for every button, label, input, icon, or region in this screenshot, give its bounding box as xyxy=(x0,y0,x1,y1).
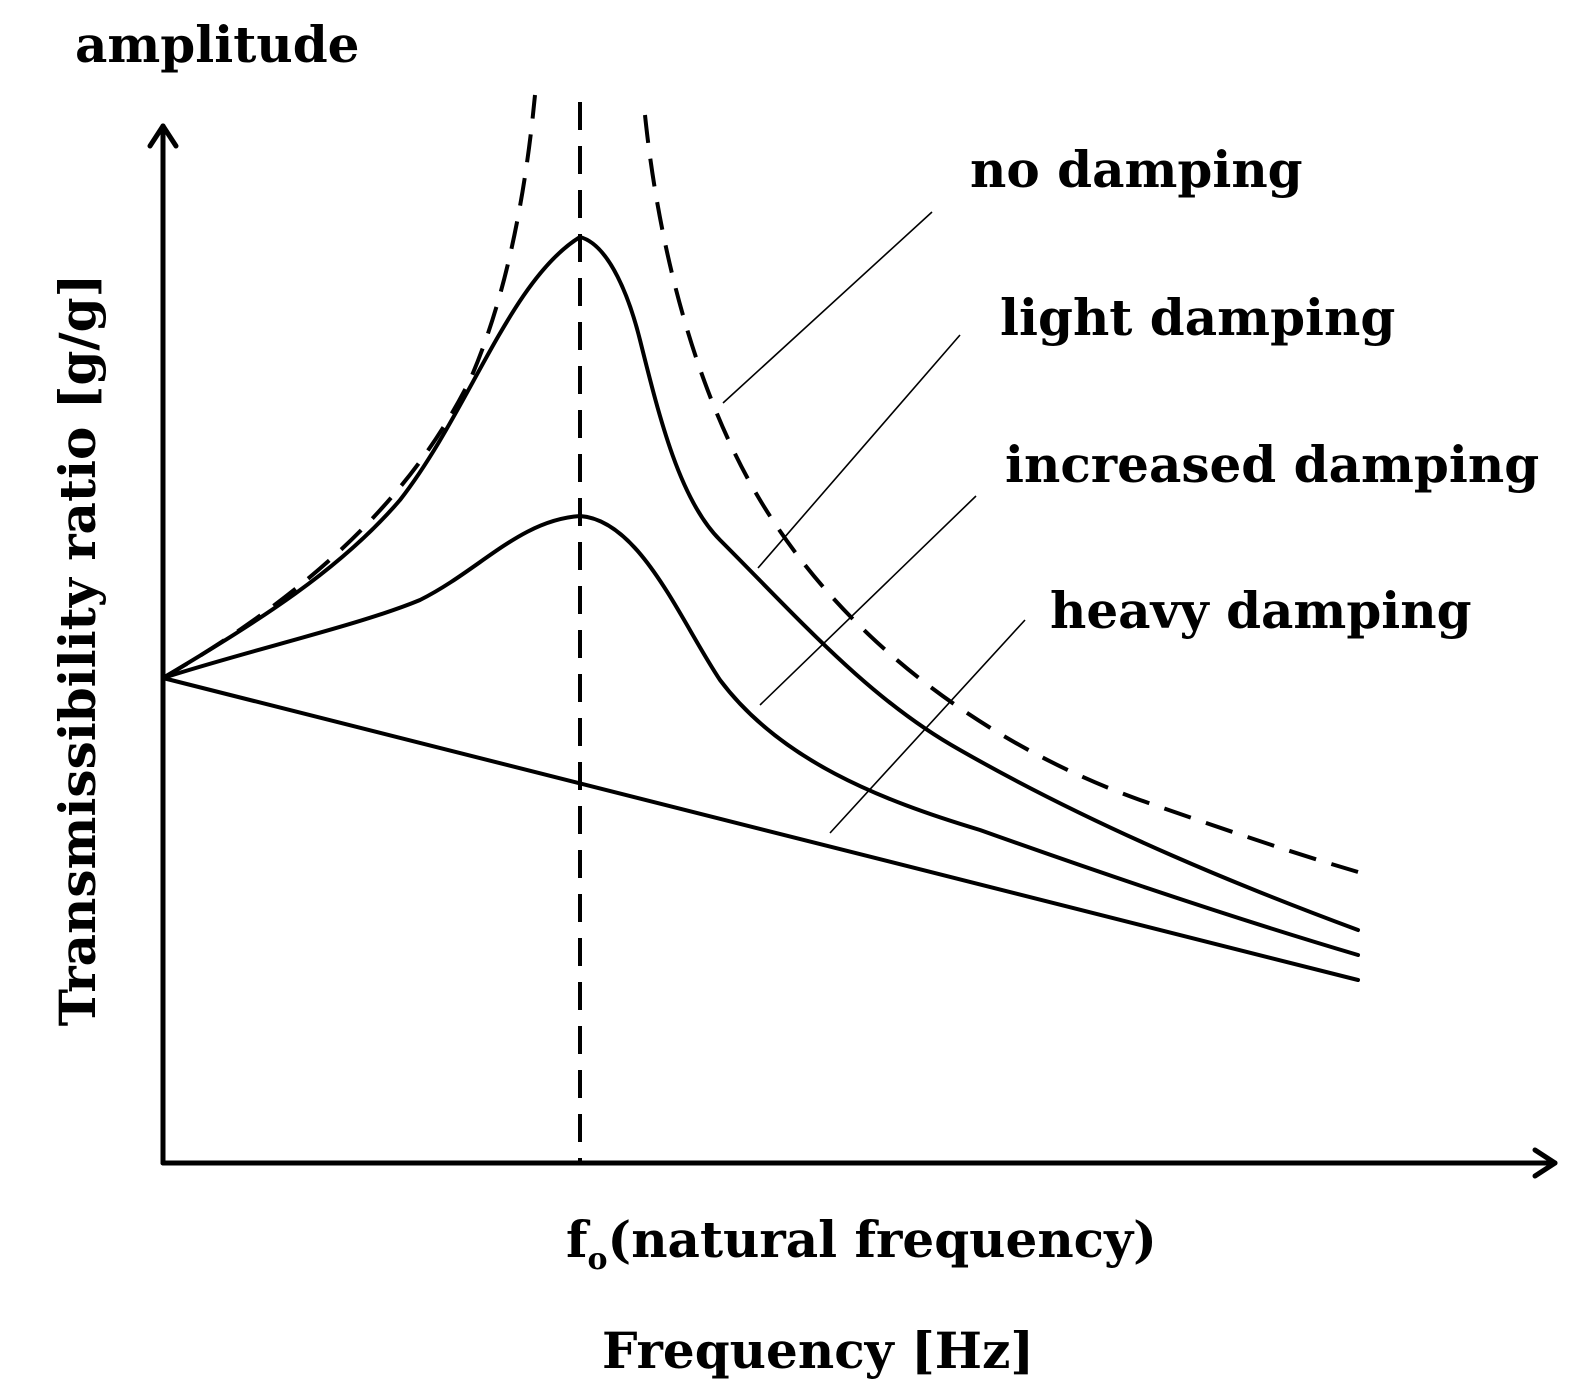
label-heavy-damping: heavy damping xyxy=(1050,581,1472,640)
leader-increased-damping xyxy=(759,495,977,706)
no-damping-right-branch xyxy=(643,114,1359,874)
y-axis-label: Transmissibility ratio [g/g] xyxy=(48,274,107,1027)
no-damping-curve xyxy=(161,94,1359,874)
x-axis-arrowhead xyxy=(1532,1147,1558,1179)
leader-heavy-damping xyxy=(829,619,1026,834)
natural-frequency-subscript: o xyxy=(588,1242,608,1277)
label-no-damping: no damping xyxy=(970,140,1303,199)
y-axis-top-label: amplitude xyxy=(75,15,359,74)
label-increased-damping: increased damping xyxy=(1005,435,1539,494)
leader-light-damping xyxy=(757,334,961,569)
natural-frequency-symbol: f xyxy=(566,1210,591,1269)
x-axis-label: Frequency [Hz] xyxy=(602,1321,1034,1380)
increased-damping-curve xyxy=(161,514,1360,957)
leader-no-damping xyxy=(722,211,933,404)
light-damping-curve xyxy=(161,235,1360,932)
label-light-damping: light damping xyxy=(1000,288,1395,347)
natural-frequency-text: (natural frequency) xyxy=(608,1210,1157,1269)
no-damping-left-branch xyxy=(161,94,537,680)
y-axis-arrowhead xyxy=(147,123,179,149)
natural-frequency-label: fo(natural frequency) xyxy=(566,1210,1157,1277)
heavy-damping-curve xyxy=(161,676,1360,982)
axes xyxy=(147,123,1558,1179)
leader-lines xyxy=(722,211,1026,834)
